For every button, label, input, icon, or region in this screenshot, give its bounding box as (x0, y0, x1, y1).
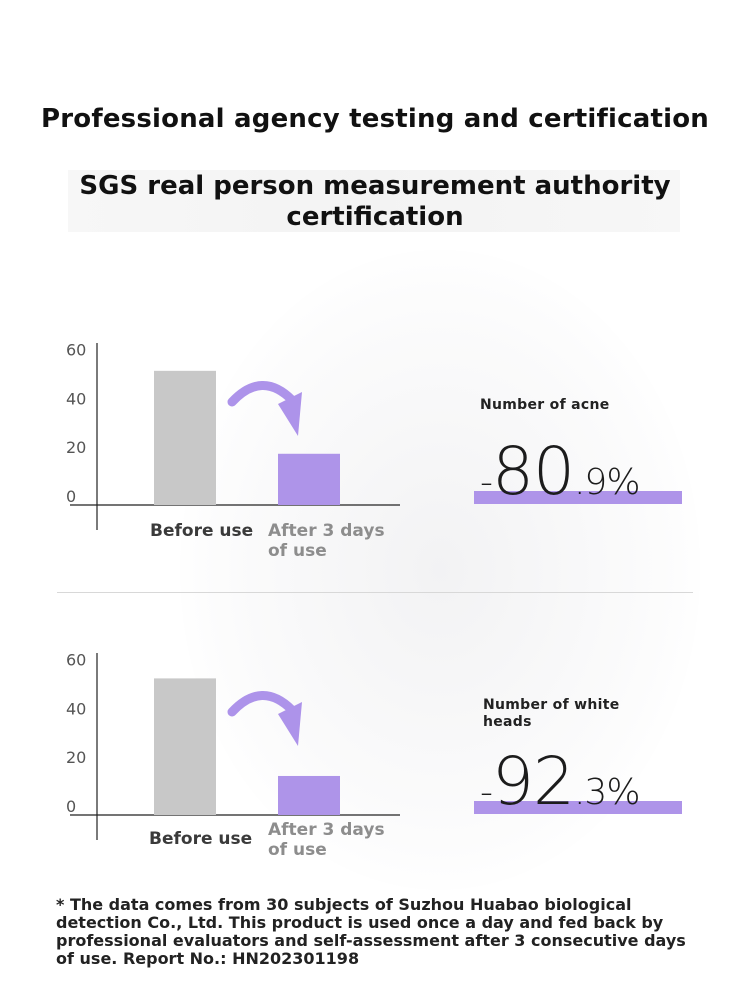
acne-bar-chart: 0 20 40 60 (56, 340, 416, 540)
whiteheads-stat-int: 92 (492, 743, 575, 820)
acne-bar-after (278, 453, 340, 505)
acne-stat-label: Number of acne (480, 397, 610, 413)
subtitle-band (68, 170, 680, 232)
acne-y-tick-label: 40 (66, 389, 86, 408)
page-title: Professional agency testing and certific… (40, 104, 709, 134)
whiteheads-y-tick-label: 20 (66, 748, 86, 767)
whiteheads-bar-after (278, 775, 340, 815)
acne-stat-value: -80.9% (480, 433, 641, 510)
whiteheads-decrease-arrow-icon (227, 691, 302, 746)
acne-xlabel-after: After 3 days of use (268, 521, 385, 561)
section-divider (57, 592, 693, 593)
page-subtitle: SGS real person measurement authority ce… (79, 171, 671, 232)
acne-y-tick-label: 0 (66, 487, 76, 506)
whiteheads-stat-frac: .3% (573, 772, 641, 813)
acne-stat-int: 80 (492, 433, 575, 510)
acne-stat: -80.9% (474, 428, 684, 510)
whiteheads-bar-chart: 0 20 40 60 (56, 650, 416, 850)
acne-y-tick-label: 20 (66, 438, 86, 457)
whiteheads-stat-label: Number of white heads (483, 697, 620, 730)
whiteheads-stat-value: -92.3% (480, 743, 641, 820)
acne-y-tick-label: 60 (66, 341, 86, 360)
whiteheads-xlabel-before: Before use (149, 829, 253, 849)
whiteheads-stat-highlight (474, 801, 682, 814)
whiteheads-y-tick-label: 60 (66, 651, 86, 670)
acne-stat-frac: .9% (573, 462, 641, 503)
footnote: * The data comes from 30 subjects of Suz… (56, 895, 686, 968)
whiteheads-xlabel-after: After 3 days of use (268, 820, 385, 860)
acne-stat-sign: - (480, 462, 493, 503)
whiteheads-stat: -92.3% (474, 738, 684, 820)
background-shape (180, 250, 700, 890)
whiteheads-chart-svg: 0 20 40 60 (66, 651, 400, 840)
acne-chart-svg: 0 20 40 60 (66, 341, 400, 530)
acne-decrease-arrow-icon (227, 381, 302, 436)
whiteheads-bar-before (154, 678, 216, 815)
whiteheads-y-tick-label: 0 (66, 797, 76, 816)
whiteheads-y-tick-label: 40 (66, 699, 86, 718)
acne-xlabel-before: Before use (150, 521, 254, 541)
acne-stat-highlight (474, 491, 682, 504)
whiteheads-stat-sign: - (480, 772, 493, 813)
acne-bar-before (154, 370, 216, 505)
